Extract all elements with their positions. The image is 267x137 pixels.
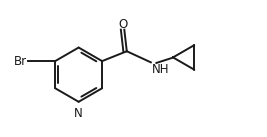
- Text: N: N: [74, 107, 83, 120]
- Text: NH: NH: [151, 63, 169, 76]
- Text: O: O: [118, 18, 127, 32]
- Text: Br: Br: [14, 55, 27, 68]
